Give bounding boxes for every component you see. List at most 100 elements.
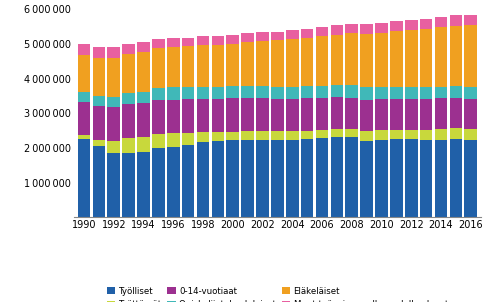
Bar xyxy=(286,140,299,217)
Bar xyxy=(93,58,105,96)
Bar xyxy=(152,39,165,48)
Bar xyxy=(405,87,418,99)
Bar xyxy=(182,145,194,217)
Bar xyxy=(78,102,90,135)
Bar xyxy=(271,40,284,86)
Bar xyxy=(212,132,224,141)
Bar xyxy=(152,88,165,100)
Bar xyxy=(197,132,209,142)
Bar xyxy=(122,153,135,217)
Bar xyxy=(212,99,224,132)
Bar xyxy=(330,129,343,137)
Bar xyxy=(375,140,388,217)
Bar xyxy=(301,139,313,217)
Bar xyxy=(167,38,180,47)
Bar xyxy=(93,106,105,140)
Bar xyxy=(152,48,165,88)
Bar xyxy=(108,141,120,153)
Bar xyxy=(450,139,462,217)
Bar xyxy=(93,140,105,146)
Bar xyxy=(464,87,477,99)
Bar xyxy=(271,32,284,40)
Bar xyxy=(390,31,403,86)
Bar xyxy=(420,140,433,217)
Bar xyxy=(464,15,477,25)
Bar xyxy=(242,42,254,86)
Bar xyxy=(78,44,90,55)
Bar xyxy=(390,139,403,217)
Bar xyxy=(330,85,343,98)
Bar xyxy=(93,47,105,58)
Bar xyxy=(346,24,358,33)
Bar xyxy=(420,19,433,29)
Bar xyxy=(271,99,284,131)
Bar xyxy=(330,137,343,217)
Bar xyxy=(420,99,433,130)
Bar xyxy=(301,28,313,38)
Bar xyxy=(405,99,418,130)
Bar xyxy=(167,100,180,133)
Bar xyxy=(464,129,477,140)
Bar xyxy=(182,133,194,145)
Bar xyxy=(450,128,462,139)
Bar xyxy=(108,107,120,141)
Bar xyxy=(137,92,150,103)
Bar xyxy=(242,86,254,98)
Bar xyxy=(375,33,388,87)
Bar xyxy=(464,140,477,217)
Bar xyxy=(390,99,403,130)
Bar xyxy=(137,137,150,153)
Bar xyxy=(108,153,120,217)
Bar xyxy=(375,87,388,99)
Bar xyxy=(405,30,418,87)
Bar xyxy=(286,30,299,39)
Bar xyxy=(242,34,254,42)
Bar xyxy=(212,45,224,87)
Bar xyxy=(122,104,135,138)
Bar xyxy=(390,21,403,31)
Bar xyxy=(226,98,239,132)
Bar xyxy=(375,130,388,140)
Bar xyxy=(360,141,373,217)
Bar xyxy=(93,96,105,106)
Bar xyxy=(197,99,209,132)
Bar xyxy=(78,139,90,217)
Bar xyxy=(108,47,120,58)
Bar xyxy=(197,37,209,45)
Bar xyxy=(450,86,462,98)
Bar xyxy=(360,131,373,141)
Bar xyxy=(346,98,358,129)
Bar xyxy=(256,140,269,217)
Bar xyxy=(226,140,239,217)
Bar xyxy=(316,98,328,130)
Bar xyxy=(226,132,239,140)
Bar xyxy=(330,25,343,35)
Bar xyxy=(420,29,433,87)
Bar xyxy=(226,43,239,86)
Bar xyxy=(301,38,313,86)
Bar xyxy=(122,54,135,93)
Bar xyxy=(197,86,209,99)
Bar xyxy=(450,98,462,128)
Bar xyxy=(450,15,462,26)
Bar xyxy=(286,131,299,140)
Bar xyxy=(316,86,328,98)
Bar xyxy=(360,87,373,100)
Bar xyxy=(256,41,269,86)
Bar xyxy=(242,98,254,131)
Bar xyxy=(137,42,150,52)
Bar xyxy=(435,140,447,217)
Bar xyxy=(420,87,433,99)
Bar xyxy=(301,98,313,130)
Bar xyxy=(212,87,224,99)
Bar xyxy=(152,100,165,134)
Bar xyxy=(212,36,224,45)
Bar xyxy=(226,35,239,43)
Bar xyxy=(435,27,447,86)
Bar xyxy=(405,20,418,30)
Bar xyxy=(137,52,150,92)
Bar xyxy=(182,87,194,99)
Bar xyxy=(93,146,105,217)
Bar xyxy=(122,138,135,153)
Bar xyxy=(108,97,120,107)
